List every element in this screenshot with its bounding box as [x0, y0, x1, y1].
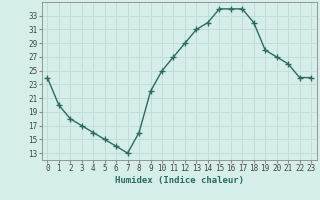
- X-axis label: Humidex (Indice chaleur): Humidex (Indice chaleur): [115, 176, 244, 185]
